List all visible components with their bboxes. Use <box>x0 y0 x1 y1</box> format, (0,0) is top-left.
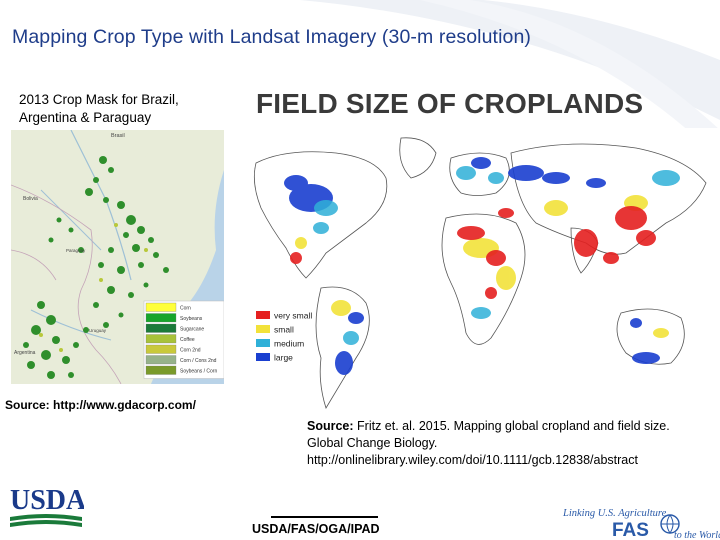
source-journal: Global Change Biology. <box>307 436 438 450</box>
crop-legend-swatch <box>145 355 177 365</box>
fas-logo: Linking U.S. Agriculture FAS to the Worl… <box>562 508 720 540</box>
caption-line-2: Argentina & Paraguay <box>19 110 152 125</box>
slide-title: Mapping Crop Type with Landsat Imagery (… <box>12 26 531 48</box>
crop-legend-label: Soybeans <box>180 316 203 322</box>
crop-mask-map: Brasil Bolivia Paraguay Uruguay Argentin… <box>11 130 224 384</box>
label-bolivia: Bolivia <box>23 196 38 202</box>
field-legend-swatch <box>256 339 270 347</box>
source-url: http://onlinelibrary.wiley.com/doi/10.11… <box>307 453 638 467</box>
continent-outlines <box>253 137 707 409</box>
footer-divider <box>271 516 378 518</box>
label-brazil: Brasil <box>111 133 125 139</box>
fas-tagline-2: to the World <box>674 530 720 540</box>
crop-legend-label: Soybeans / Corn <box>180 369 217 375</box>
crop-legend-label: Corn 2nd <box>180 348 201 354</box>
left-map-caption: 2013 Crop Mask for Brazil, Argentina & P… <box>19 91 229 127</box>
crop-legend-swatch <box>145 323 177 333</box>
crop-type-legend: Corn Soybeans Sugarcane Coffee Corn 2nd Corn … <box>143 300 224 379</box>
caption-line-1: 2013 Crop Mask for Brazil, <box>19 92 179 107</box>
source-citation: Fritz et. al. 2015. Mapping global cropl… <box>353 419 670 433</box>
fas-tagline-1: Linking U.S. Agriculture <box>562 508 667 519</box>
field-size-legend: very small small medium large <box>256 311 312 363</box>
field-size-title: FIELD SIZE OF CROPLANDS <box>256 88 644 119</box>
left-source-text: Source: http://www.gdacorp.com/ <box>5 398 196 412</box>
field-legend-swatch <box>256 311 270 319</box>
label-uruguay: Uruguay <box>89 328 107 333</box>
field-legend-label: large <box>274 353 293 363</box>
usda-logo-text: USDA <box>10 485 84 516</box>
crop-legend-swatch <box>145 344 177 354</box>
field-legend-label: very small <box>274 311 312 321</box>
label-paraguay: Paraguay <box>66 248 86 253</box>
crop-legend-label: Coffee <box>180 337 195 343</box>
fas-mark: FAS <box>612 520 649 540</box>
source-label: Source: <box>307 419 354 433</box>
usda-logo: USDA <box>10 485 84 527</box>
label-argentina: Argentina <box>14 350 36 356</box>
field-legend-swatch <box>256 353 270 361</box>
field-legend-swatch <box>256 325 270 333</box>
crop-clusters <box>23 156 169 379</box>
field-legend-label: small <box>274 325 294 335</box>
crop-legend-label: Corn / Cons 2nd <box>180 358 217 364</box>
crop-legend-swatch <box>145 302 177 312</box>
crop-legend-swatch <box>145 313 177 323</box>
crop-legend-label: Sugarcane <box>180 327 204 333</box>
right-source-text: Source: Fritz et. al. 2015. Mapping glob… <box>307 418 717 469</box>
crop-legend-swatch <box>145 334 177 344</box>
crop-legend-swatch <box>145 365 177 375</box>
field-legend-label: medium <box>274 339 304 349</box>
crop-legend-label: Corn <box>180 306 191 312</box>
footer-text: USDA/FAS/OGA/IPAD <box>252 522 380 536</box>
field-size-world-map: very small small medium large <box>226 128 720 418</box>
